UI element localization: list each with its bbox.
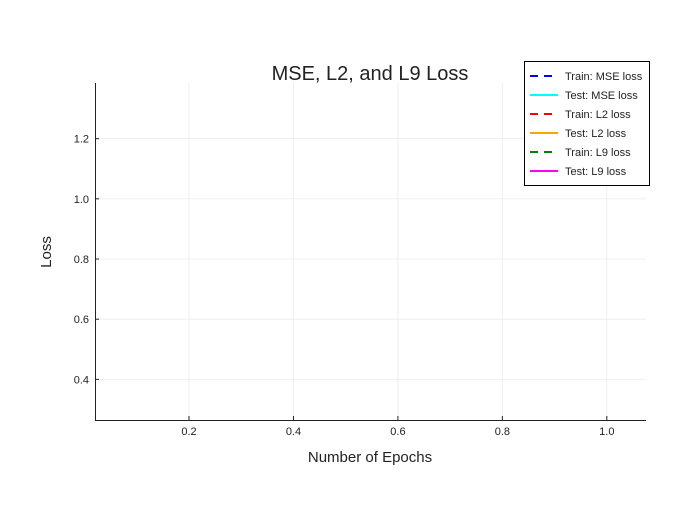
y-tick-label: 0.4 <box>74 374 89 386</box>
x-axis-title: Number of Epochs <box>308 449 432 466</box>
x-tick-label: 0.4 <box>286 426 301 438</box>
legend-item: Test: MSE loss <box>530 90 638 102</box>
legend: Train: MSE loss Test: MSE loss Train: L2 l… <box>524 61 650 186</box>
legend-item: Train: MSE loss <box>530 71 643 83</box>
legend-label: Test: L9 loss <box>565 166 627 178</box>
legend-box <box>524 61 650 186</box>
legend-label: Test: L2 loss <box>565 128 627 140</box>
y-tick-label: 1.0 <box>74 194 89 206</box>
legend-item: Test: L2 loss <box>530 128 627 140</box>
y-axis-title: Loss <box>38 236 55 268</box>
legend-item: Train: L9 loss <box>530 147 631 159</box>
x-tick-label: 1.0 <box>599 426 614 438</box>
x-tick-label: 0.2 <box>181 426 196 438</box>
legend-label: Train: L2 loss <box>565 109 631 121</box>
legend-label: Test: MSE loss <box>565 90 638 102</box>
tick-labels: 0.2 0.4 0.6 0.8 1.0 0.4 0.6 0.8 1.0 1.2 <box>74 134 615 438</box>
y-tick-label: 0.6 <box>74 314 89 326</box>
x-tick-label: 0.6 <box>390 426 405 438</box>
legend-item: Test: L9 loss <box>530 166 627 178</box>
legend-label: Train: MSE loss <box>565 71 643 83</box>
x-tick-label: 0.8 <box>495 426 510 438</box>
y-tick-label: 0.8 <box>74 254 89 266</box>
axes <box>95 83 646 421</box>
legend-item: Train: L2 loss <box>530 109 631 121</box>
y-tick-label: 1.2 <box>74 134 89 146</box>
chart-title: MSE, L2, and L9 Loss <box>272 63 469 85</box>
legend-label: Train: L9 loss <box>565 147 631 159</box>
